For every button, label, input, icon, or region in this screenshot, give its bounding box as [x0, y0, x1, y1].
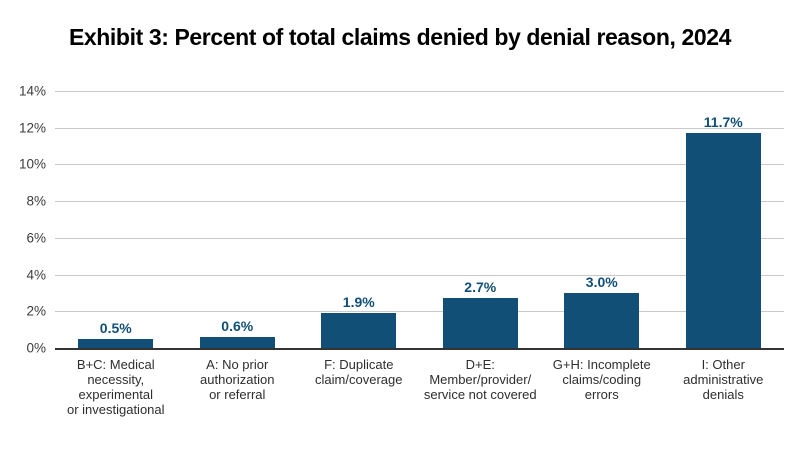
y-tick-label: 6%: [26, 230, 46, 246]
bar-value-label: 3.0%: [585, 273, 618, 290]
bar: [78, 338, 154, 348]
x-category-label: I: Other administrative denials: [683, 357, 764, 402]
gridline: [55, 274, 784, 276]
bar-value-label: 0.5%: [99, 319, 132, 336]
bar-value-label: 0.6%: [221, 318, 254, 334]
y-tick-label: 10%: [18, 156, 46, 172]
y-axis: 0% 2% 4% 6% 8% 10% 12% 14%: [0, 84, 46, 356]
y-tick-label: 2%: [26, 303, 46, 319]
bar-value-label: 1.9%: [342, 294, 375, 311]
bar: [199, 337, 275, 348]
bar-value-label: 11.7%: [703, 114, 743, 131]
x-category-label: D+E: Member/provider/ service not covere…: [423, 357, 537, 402]
x-category-label: G+H: Incomplete claims/coding errors: [552, 357, 651, 402]
bar-slot: 3.0%: [541, 91, 663, 348]
gridline: [55, 164, 784, 166]
bar-slot: 0.5%: [55, 91, 177, 348]
y-tick-label: 4%: [26, 267, 46, 283]
bar-slot: 2.7%: [420, 91, 542, 348]
gridline: [55, 127, 784, 129]
x-axis-labels: B+C: Medical necessity, experimental or …: [55, 357, 784, 417]
chart-title: Exhibit 3: Percent of total claims denie…: [68, 24, 732, 50]
y-tick-label: 12%: [18, 120, 46, 136]
bars-row: 0.5% 0.6% 1.9% 2.7% 3.0% 11.7%: [55, 91, 784, 348]
bar-slot: 11.7%: [663, 91, 785, 348]
gridline: [55, 91, 784, 92]
plot-area: 0.5% 0.6% 1.9% 2.7% 3.0% 11.7%: [55, 91, 784, 350]
bar: [321, 313, 397, 348]
gridlines: [55, 91, 784, 348]
y-tick-label: 14%: [18, 83, 46, 99]
bar-slot: 1.9%: [298, 91, 420, 348]
gridline: [55, 311, 784, 313]
bar: [685, 133, 761, 348]
x-category-label: A: No prior authorization or referral: [200, 357, 275, 402]
x-category-label: F: Duplicate claim/coverage: [315, 357, 403, 387]
bar: [564, 292, 640, 348]
bar-slot: 0.6%: [177, 91, 299, 348]
bar: [442, 298, 518, 348]
bar-value-label: 2.7%: [464, 279, 497, 296]
y-tick-label: 8%: [26, 193, 46, 209]
x-category-label: B+C: Medical necessity, experimental or …: [66, 357, 165, 417]
gridline: [55, 237, 784, 239]
gridline: [55, 201, 784, 203]
y-tick-label: 0%: [26, 340, 46, 356]
